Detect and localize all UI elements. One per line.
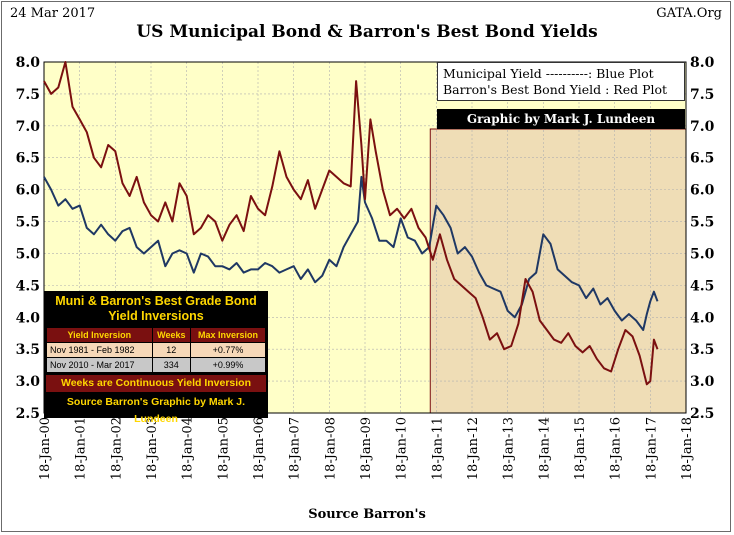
inversion-title: Muni & Barron's Best Grade Bond Yield In… [44,291,268,324]
header-weeks: Weeks [151,327,192,343]
x-tick-label: 18-Jan-07 [288,417,303,480]
chart-legend: Municipal Yield ----------: Blue Plot Ba… [437,62,685,101]
x-tick-label: 18-Jan-04 [181,417,196,480]
x-tick-label: 18-Jan-18 [680,417,695,480]
y-tick-label-right: 5.0 [690,246,715,262]
x-tick-label: 18-Jan-12 [466,417,481,480]
x-axis-label: Source Barron's [308,507,426,522]
x-tick-label: 18-Jan-09 [359,417,374,480]
legend-entry-barrons: Barron's Best Bond Yield : Red Plot [443,82,668,97]
header-yield-inversion: Yield Inversion [46,327,153,343]
inversion-title-line2: Yield Inversions [108,309,204,323]
x-tick-label: 18-Jan-14 [537,417,552,480]
report-date: 24 Mar 2017 [10,6,96,21]
x-tick-label: 18-Jan-15 [573,417,588,480]
x-tick-label: 18-Jan-00 [38,417,53,480]
x-tick-label: 18-Jan-05 [216,417,231,480]
inversion-source: Source Barron's Graphic by Mark J. Lunde… [46,394,266,425]
y-tick-label-left: 7.5 [16,87,40,103]
series-line-municipal [43,175,659,331]
row2-period: Nov 2010 - Mar 2017 [46,357,153,373]
row2-weeks: 334 [151,357,192,373]
y-tick-label-left: 8.0 [16,55,41,71]
y-tick-label-left: 5.5 [16,215,40,231]
y-tick-label-left: 5.0 [16,246,41,262]
y-tick-label-left: 4.5 [16,278,40,294]
y-tick-label-left: 6.0 [16,183,41,199]
y-tick-label-right: 7.5 [690,87,714,103]
x-tick-label: 18-Jan-13 [502,417,517,480]
x-tick-label: 18-Jan-06 [252,417,267,480]
inversion-note: Weeks are Continuous Yield Inversion [46,375,266,392]
inversion-table: Yield Inversion Weeks Max Inversion Nov … [46,327,266,373]
y-tick-label-right: 2.5 [690,406,714,422]
header-max-inversion: Max Inversion [190,327,266,343]
y-tick-label-left: 3.0 [16,374,41,390]
y-tick-label-left: 4.0 [16,310,41,326]
y-tick-label-right: 4.5 [690,278,714,294]
y-tick-label-left: 7.0 [16,119,41,135]
y-tick-label-right: 3.0 [690,374,715,390]
inversion-header-row: Yield Inversion Weeks Max Inversion [46,327,266,343]
x-tick-label: 18-Jan-08 [323,417,338,480]
y-tick-label-right: 6.5 [690,151,714,167]
y-tick-label-left: 6.5 [16,151,40,167]
graphic-credit: Graphic by Mark J. Lundeen [437,109,685,129]
x-tick-label: 18-Jan-17 [644,417,659,480]
row1-period: Nov 1981 - Feb 1982 [46,342,153,358]
y-tick-label-right: 8.0 [690,55,715,71]
x-tick-label: 18-Jan-16 [609,417,624,480]
publisher-label: GATA.Org [656,6,722,21]
inversion-title-line1: Muni & Barron's Best Grade Bond [55,294,257,308]
inversion-table-box: Muni & Barron's Best Grade Bond Yield In… [44,291,268,425]
row1-weeks: 12 [151,342,192,358]
y-tick-label-right: 4.0 [690,310,715,326]
y-tick-label-right: 6.0 [690,183,715,199]
chart-title: US Municipal Bond & Barron's Best Bond Y… [136,22,598,42]
table-row: Nov 1981 - Feb 1982 12 +0.77% [46,342,266,358]
y-tick-label-right: 3.5 [690,342,714,358]
table-row: Nov 2010 - Mar 2017 334 +0.99% [46,357,266,373]
x-tick-label: 18-Jan-11 [430,417,445,480]
y-tick-label-right: 7.0 [690,119,715,135]
row1-max: +0.77% [190,342,266,358]
x-tick-label: 18-Jan-01 [74,417,89,480]
plot-border [43,61,687,414]
x-tick-label: 18-Jan-02 [109,417,124,480]
y-tick-label-left: 3.5 [16,342,40,358]
x-tick-label: 18-Jan-03 [145,417,160,480]
x-tick-label: 18-Jan-10 [395,417,410,480]
series-line-barrons [43,61,659,386]
y-tick-label-right: 5.5 [690,215,714,231]
legend-entry-municipal: Municipal Yield ----------: Blue Plot [443,66,654,81]
row2-max: +0.99% [190,357,266,373]
y-tick-label-left: 2.5 [16,406,40,422]
